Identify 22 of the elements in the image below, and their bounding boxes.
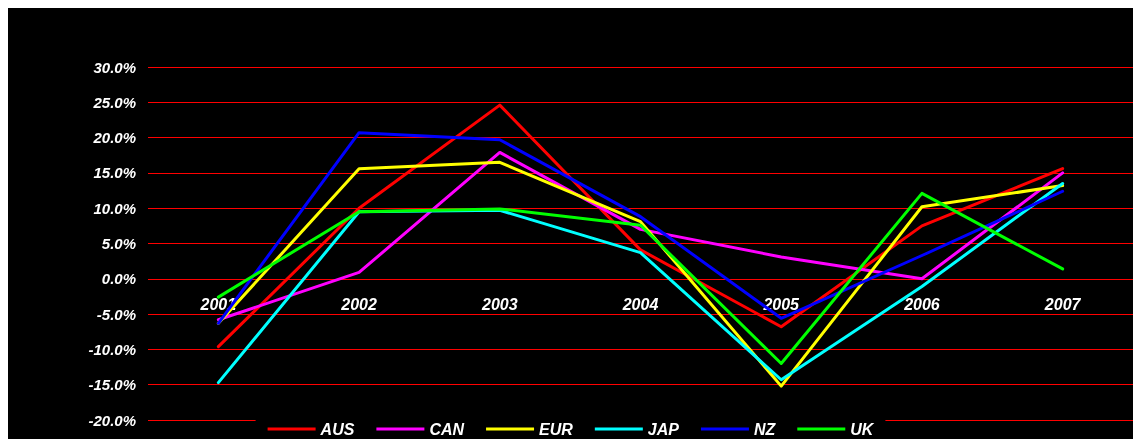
x-tick-label: 2002 — [340, 296, 377, 314]
legend-label: AUS — [319, 420, 355, 438]
x-tick-label: 2006 — [903, 296, 940, 314]
y-tick-label: 5.0% — [101, 235, 136, 252]
legend-label: NZ — [753, 420, 777, 438]
legend-label: JAP — [647, 420, 680, 438]
y-tick-label: -5.0% — [96, 305, 136, 323]
y-tick-label: -10.0% — [88, 340, 136, 358]
y-tick-label: 10.0% — [93, 199, 136, 217]
y-tick-label: 15.0% — [93, 164, 136, 182]
y-tick-label: 30.0% — [93, 58, 136, 76]
legend-label: CAN — [429, 420, 465, 438]
y-tick-label: 20.0% — [92, 129, 136, 147]
y-tick-label: -15.0% — [88, 376, 136, 394]
y-tick-label: 0.0% — [101, 270, 136, 288]
x-tick-label: 2007 — [1043, 296, 1082, 314]
x-tick-label: 2004 — [621, 296, 659, 314]
legend-label: EUR — [539, 420, 574, 438]
y-tick-label: 25.0% — [92, 93, 136, 111]
legend-label: UK — [850, 420, 875, 438]
x-tick-label: 2003 — [480, 296, 518, 314]
y-tick-label: -20.0% — [88, 411, 136, 429]
